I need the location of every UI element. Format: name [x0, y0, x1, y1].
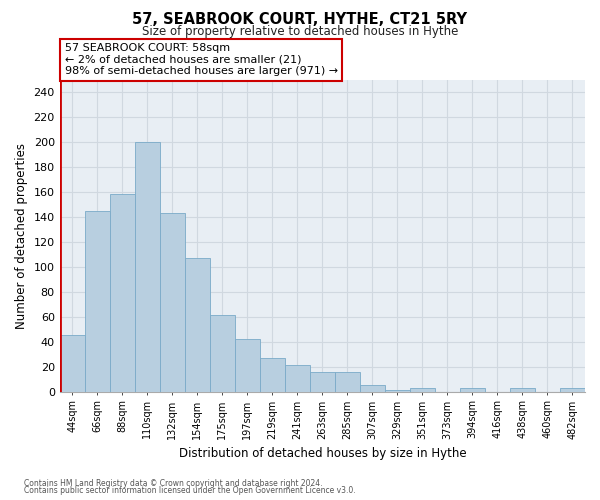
- Bar: [260, 358, 285, 392]
- Bar: [85, 210, 110, 392]
- Text: 57, SEABROOK COURT, HYTHE, CT21 5RY: 57, SEABROOK COURT, HYTHE, CT21 5RY: [133, 12, 467, 28]
- Text: Size of property relative to detached houses in Hythe: Size of property relative to detached ho…: [142, 25, 458, 38]
- Bar: [135, 142, 160, 392]
- Bar: [235, 339, 260, 392]
- Text: Contains public sector information licensed under the Open Government Licence v3: Contains public sector information licen…: [24, 486, 356, 495]
- Bar: [335, 372, 360, 392]
- Bar: [59, 336, 85, 392]
- X-axis label: Distribution of detached houses by size in Hythe: Distribution of detached houses by size …: [179, 447, 466, 460]
- Bar: [310, 372, 335, 392]
- Bar: [360, 386, 385, 392]
- Bar: [185, 258, 210, 392]
- Bar: [285, 366, 310, 392]
- Bar: [560, 388, 585, 392]
- Bar: [160, 213, 185, 392]
- Bar: [460, 388, 485, 392]
- Text: 57 SEABROOK COURT: 58sqm
← 2% of detached houses are smaller (21)
98% of semi-de: 57 SEABROOK COURT: 58sqm ← 2% of detache…: [65, 43, 338, 76]
- Y-axis label: Number of detached properties: Number of detached properties: [15, 142, 28, 328]
- Bar: [385, 390, 410, 392]
- Bar: [210, 316, 235, 392]
- Text: Contains HM Land Registry data © Crown copyright and database right 2024.: Contains HM Land Registry data © Crown c…: [24, 478, 323, 488]
- Bar: [410, 388, 435, 392]
- Bar: [110, 194, 135, 392]
- Bar: [510, 388, 535, 392]
